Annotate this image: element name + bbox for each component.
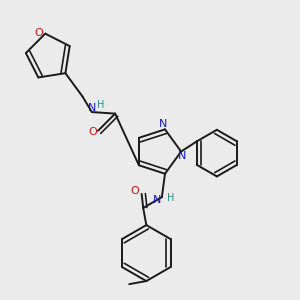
Text: O: O xyxy=(88,127,97,137)
Text: H: H xyxy=(167,193,174,203)
Text: N: N xyxy=(159,119,168,129)
Text: O: O xyxy=(34,28,43,38)
Text: N: N xyxy=(88,103,97,113)
Text: N: N xyxy=(153,195,162,205)
Text: H: H xyxy=(97,100,104,110)
Text: N: N xyxy=(178,151,187,161)
Text: O: O xyxy=(130,186,139,196)
